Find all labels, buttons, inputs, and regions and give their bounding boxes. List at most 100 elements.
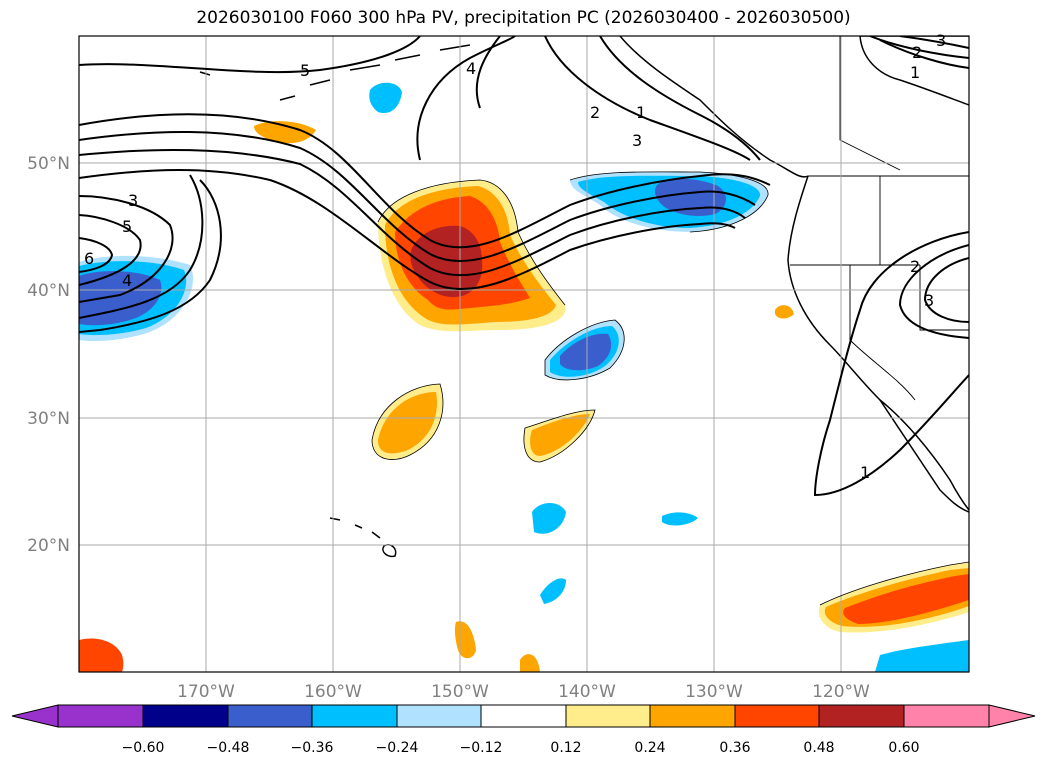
colorbar-bin xyxy=(903,704,990,728)
colorbar-tick: −0.12 xyxy=(460,740,503,756)
lat-tick-labels: 20°N 30°N 40°N 50°N xyxy=(27,154,70,556)
map-title: 2026030100 F060 300 hPa PV, precipitatio… xyxy=(196,8,851,28)
hawaii-islands xyxy=(329,517,397,558)
lat-tick: 40°N xyxy=(27,281,70,301)
contour-label: 5 xyxy=(300,61,310,80)
colorbar-tick: 0.36 xyxy=(719,740,750,756)
lon-tick: 150°W xyxy=(431,682,489,702)
lat-tick: 50°N xyxy=(27,154,70,174)
precip-positive-aleutian xyxy=(254,121,316,144)
political-borders xyxy=(790,36,969,401)
colorbar-bin xyxy=(649,704,736,728)
colorbar-bin xyxy=(396,704,482,728)
lon-tick: 120°W xyxy=(812,682,870,702)
map-plot-area xyxy=(79,36,969,672)
pv-contour-7 xyxy=(79,195,174,303)
colorbar-bin xyxy=(142,704,229,728)
precip-negative-small-1 xyxy=(532,503,566,534)
contour-label: 3 xyxy=(924,291,934,310)
pv-contour-10 xyxy=(79,36,421,74)
colorbar-tick: 0.24 xyxy=(634,740,665,756)
contour-label: 1 xyxy=(636,103,646,122)
precip-negative-aleutian xyxy=(369,82,402,114)
precip-negative-small-2 xyxy=(540,578,566,604)
north-america-coastline xyxy=(859,36,969,106)
baja-coastline xyxy=(879,399,969,513)
colorbar-tick: −0.60 xyxy=(122,740,165,756)
precip-positive-sw-corner xyxy=(79,638,124,672)
colorbar-tick: 0.60 xyxy=(888,740,919,756)
colorbar-bin xyxy=(57,704,144,728)
coastlines xyxy=(199,36,969,558)
precip-positive-small-coast xyxy=(775,305,794,319)
pv-contour-4 xyxy=(79,169,736,291)
contour-label: 3 xyxy=(936,31,946,50)
colorbar-bin xyxy=(227,704,313,728)
contour-label: 1 xyxy=(860,463,870,482)
colorbar-tick: 0.48 xyxy=(803,740,834,756)
colorbar-tick-labels: −0.60 −0.48 −0.36 −0.24 −0.12 0.12 0.24 … xyxy=(122,740,920,756)
pv-contour-9 xyxy=(79,237,114,273)
contour-label: 2 xyxy=(912,43,922,62)
colorbar-bin xyxy=(311,704,398,728)
lon-tick: 140°W xyxy=(558,682,616,702)
contour-label: 4 xyxy=(122,271,132,290)
precip-positive-small-south xyxy=(454,621,476,659)
lon-tick-labels: 170°W 160°W 150°W 140°W 130°W 120°W xyxy=(177,682,870,702)
pv-contour-5 xyxy=(79,179,222,333)
gridlines xyxy=(79,36,969,672)
pv-contours xyxy=(79,36,969,497)
colorbar xyxy=(11,704,1036,728)
pv-contour-13 xyxy=(544,36,751,161)
colorbar-bin xyxy=(734,704,820,728)
contour-label: 4 xyxy=(466,59,476,78)
pv-contour-12 xyxy=(475,36,501,109)
colorbar-bin xyxy=(565,704,651,728)
pv-contour-labels: 5 4 2 1 3 2 3 1 3 5 6 4 2 3 1 xyxy=(84,31,946,482)
precip-negative-se-corner xyxy=(875,640,969,672)
pv-contour-11 xyxy=(416,36,516,161)
lon-tick: 160°W xyxy=(304,682,362,702)
precip-positive-small-se xyxy=(520,654,540,672)
contour-label: 3 xyxy=(128,191,138,210)
pv-contour-8 xyxy=(79,214,142,286)
pv-contour-15 xyxy=(869,36,969,59)
map-frame xyxy=(78,35,970,673)
colorbar-bin xyxy=(818,704,905,728)
contour-label: 2 xyxy=(590,103,600,122)
aleutian-islands xyxy=(199,44,471,101)
pv-contour-20 xyxy=(923,257,969,323)
contour-label: 2 xyxy=(910,257,920,276)
precip-outline-contours xyxy=(371,171,969,606)
pv-contour-3 xyxy=(79,148,746,277)
contour-label: 5 xyxy=(122,217,132,236)
colorbar-tick: 0.12 xyxy=(550,740,581,756)
alaska-border xyxy=(839,36,901,171)
precip-negative-small-3 xyxy=(662,512,698,526)
lat-tick: 20°N xyxy=(27,536,70,556)
pv-contour-19 xyxy=(898,244,969,339)
lon-tick: 130°W xyxy=(685,682,743,702)
contour-label: 1 xyxy=(910,63,920,82)
pv-contour-17 xyxy=(899,36,969,49)
colorbar-tick: −0.48 xyxy=(207,740,250,756)
lat-tick: 30°N xyxy=(27,409,70,429)
pv-contour-6 xyxy=(79,174,204,319)
colorbar-bin xyxy=(480,704,567,728)
colorbar-tick: −0.36 xyxy=(291,740,334,756)
pv-contour-2 xyxy=(79,130,756,263)
colorbar-extend-low xyxy=(11,704,59,728)
pv-contour-1 xyxy=(79,113,771,249)
pv-contour-14 xyxy=(599,36,761,161)
pv-contour-16 xyxy=(879,39,969,69)
west-coast-line xyxy=(787,175,969,511)
contour-label: 3 xyxy=(632,131,642,150)
colorbar-extend-high xyxy=(988,704,1036,728)
precip-shading xyxy=(79,82,969,672)
lon-tick: 170°W xyxy=(177,682,235,702)
contour-label: 6 xyxy=(84,249,94,268)
us-state-lines xyxy=(790,176,969,401)
colorbar-tick: −0.24 xyxy=(376,740,419,756)
alaska-coastline xyxy=(619,36,809,178)
